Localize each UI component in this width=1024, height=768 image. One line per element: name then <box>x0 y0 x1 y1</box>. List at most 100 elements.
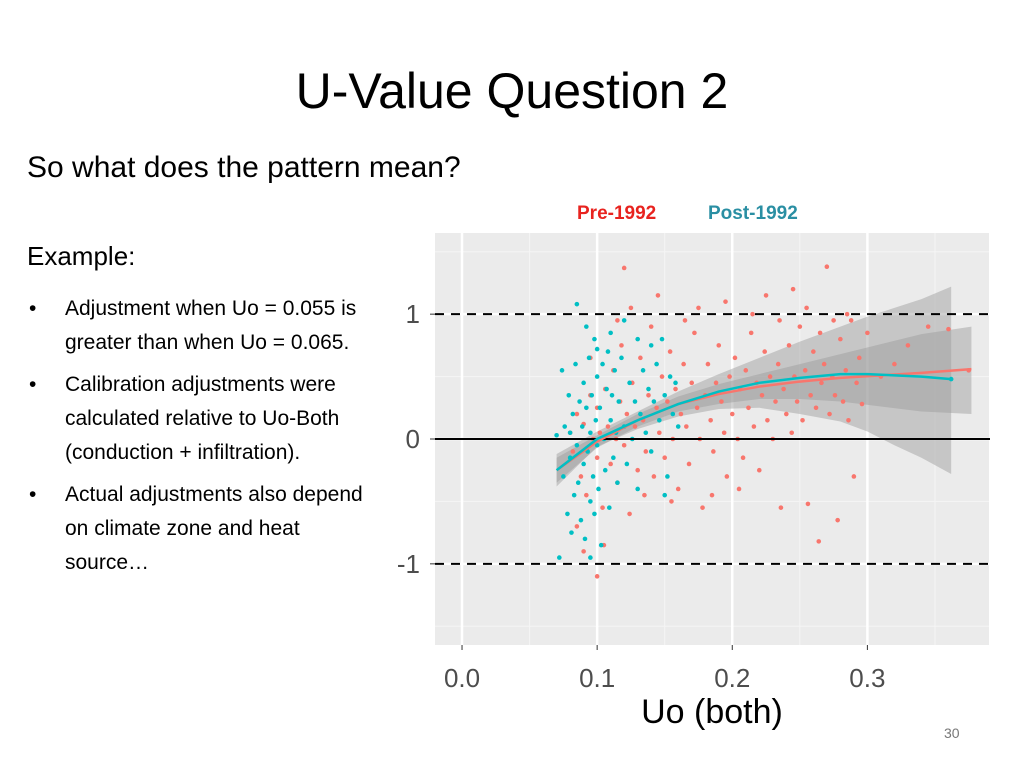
data-point <box>848 318 854 323</box>
bullet-list: • Adjustment when Uo = 0.055 is greater t… <box>27 292 382 588</box>
data-point <box>835 517 840 523</box>
data-point <box>786 343 792 348</box>
data-point <box>581 380 586 386</box>
bullet-item: • Calibration adjustments were calculated… <box>27 368 382 470</box>
data-point <box>662 393 668 398</box>
data-point <box>670 411 676 417</box>
data-point <box>797 324 803 329</box>
data-point <box>621 442 627 448</box>
data-point <box>619 343 624 348</box>
bullet-dot-icon: • <box>29 373 37 396</box>
x-axis-title: Uo (both) <box>641 693 783 731</box>
data-point <box>684 424 689 429</box>
data-point <box>827 411 832 417</box>
example-label: Example: <box>27 241 136 271</box>
data-point <box>762 349 767 354</box>
data-point <box>673 380 678 386</box>
data-point <box>594 574 600 579</box>
confidence-band <box>556 326 972 483</box>
data-point <box>621 318 627 323</box>
data-point <box>657 430 662 436</box>
data-point <box>743 368 749 373</box>
data-point <box>608 417 613 423</box>
data-point <box>724 474 730 479</box>
data-point <box>773 399 778 404</box>
data-point <box>643 430 649 436</box>
data-point <box>588 499 593 504</box>
data-point <box>750 311 755 317</box>
data-point <box>573 361 578 367</box>
data-point <box>667 349 673 354</box>
data-point <box>654 361 659 367</box>
data-point <box>662 455 668 461</box>
data-point <box>821 361 827 367</box>
data-point <box>646 386 651 392</box>
data-point <box>813 405 819 411</box>
data-point <box>802 368 808 373</box>
data-point <box>557 555 562 560</box>
data-point <box>586 355 592 361</box>
data-point <box>832 393 838 398</box>
data-point <box>584 324 589 329</box>
bullet-text: Calibration adjustments were calculated … <box>65 373 340 464</box>
y-tick-label: 0 <box>406 424 420 454</box>
data-point <box>665 474 670 479</box>
data-point <box>579 424 585 429</box>
data-point <box>578 474 584 479</box>
data-point <box>763 293 769 298</box>
data-point <box>594 455 600 461</box>
data-point <box>723 299 728 304</box>
data-point <box>817 330 823 336</box>
data-point <box>597 430 603 436</box>
data-point <box>621 265 627 271</box>
data-point <box>765 417 770 423</box>
data-point <box>570 449 576 454</box>
data-point <box>624 411 630 417</box>
data-point <box>608 461 613 467</box>
data-point <box>596 486 601 492</box>
data-point <box>713 380 719 386</box>
data-point <box>777 318 782 323</box>
data-point <box>598 542 604 548</box>
data-point <box>686 461 692 467</box>
data-point <box>584 492 589 498</box>
data-point <box>578 517 584 523</box>
data-point <box>805 501 811 507</box>
data-point <box>594 346 600 352</box>
data-point <box>675 486 681 492</box>
data-point <box>675 424 681 429</box>
data-point <box>736 486 742 492</box>
data-point <box>577 399 582 404</box>
smooth-line <box>555 372 952 472</box>
data-point <box>566 393 572 398</box>
data-point <box>627 380 632 386</box>
data-point <box>590 474 596 479</box>
data-point <box>711 449 716 454</box>
data-point <box>559 368 565 373</box>
data-point <box>646 393 651 398</box>
data-point <box>840 399 846 404</box>
data-point <box>838 336 843 342</box>
data-point <box>700 505 705 510</box>
data-point <box>669 499 674 504</box>
x-tick-label: 0.0 <box>444 663 480 693</box>
data-point <box>588 430 593 436</box>
data-point <box>708 417 713 423</box>
data-point <box>756 467 762 473</box>
data-point <box>642 492 647 498</box>
data-point <box>574 301 580 307</box>
data-point <box>615 480 620 485</box>
data-point <box>790 286 796 292</box>
data-point <box>571 492 577 498</box>
data-point <box>775 361 781 367</box>
data-point <box>616 399 622 404</box>
legend-pre-1992: Pre-1992 <box>577 203 657 224</box>
data-point <box>648 324 654 329</box>
x-tick-label: 0.3 <box>849 663 885 693</box>
data-point <box>784 411 789 417</box>
y-tick-label: 1 <box>406 299 420 329</box>
data-point <box>781 386 786 392</box>
data-point <box>624 461 630 467</box>
data-point <box>804 305 809 311</box>
data-point <box>905 343 911 348</box>
